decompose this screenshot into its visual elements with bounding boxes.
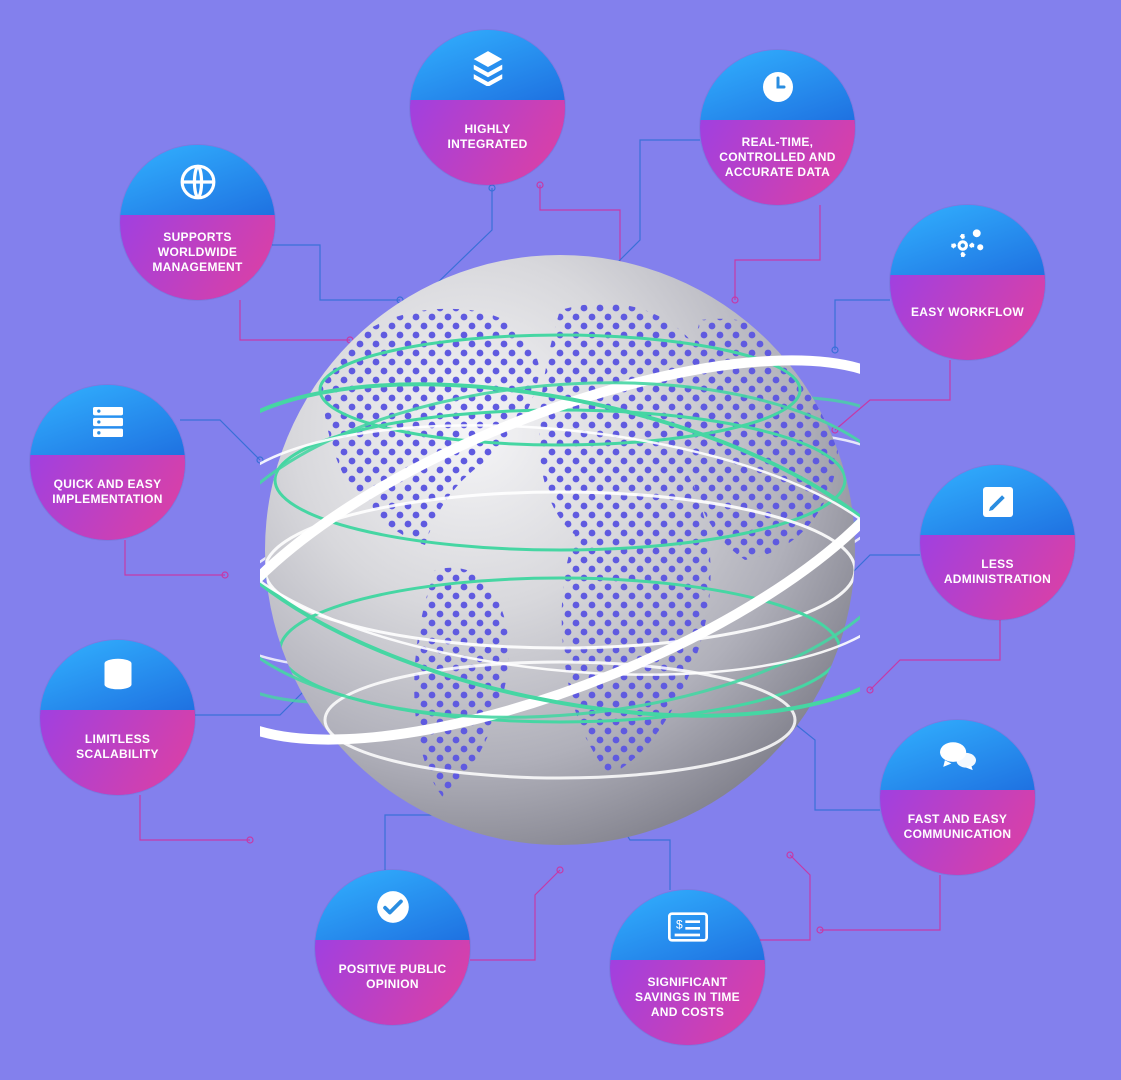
- feature-node-label: FAST AND EASY COMMUNICATION: [894, 812, 1021, 842]
- feature-node-quick-impl: QUICK AND EASY IMPLEMENTATION: [30, 385, 185, 540]
- feature-node-label: SIGNIFICANT SAVINGS IN TIME AND COSTS: [624, 975, 751, 1020]
- connector-line: [125, 540, 225, 575]
- feature-node-label-wrap: POSITIVE PUBLIC OPINION: [315, 940, 470, 1025]
- feature-node-label-wrap: HIGHLY INTEGRATED: [410, 100, 565, 185]
- connector-line: [180, 420, 260, 460]
- feature-node-label-wrap: REAL-TIME, CONTROLLED AND ACCURATE DATA: [700, 120, 855, 205]
- pencil-icon: [920, 465, 1075, 539]
- globe-icon: [120, 145, 275, 219]
- connector-endpoint: [222, 572, 228, 578]
- feature-node-realtime-data: REAL-TIME, CONTROLLED AND ACCURATE DATA: [700, 50, 855, 205]
- feature-node-label: EASY WORKFLOW: [911, 305, 1024, 320]
- connector-endpoint: [787, 852, 793, 858]
- connector-endpoint: [817, 927, 823, 933]
- connector-line: [820, 875, 940, 930]
- connector-line: [870, 620, 1000, 690]
- layers-icon: [410, 30, 565, 104]
- feature-node-easy-workflow: EASY WORKFLOW: [890, 205, 1045, 360]
- feature-node-public-opinion: POSITIVE PUBLIC OPINION: [315, 870, 470, 1025]
- gears-icon: [890, 205, 1045, 279]
- feature-node-label-wrap: LESS ADMINISTRATION: [920, 535, 1075, 620]
- infographic-stage: { "type": "infographic", "canvas": { "wi…: [0, 0, 1121, 1080]
- check-icon: [315, 870, 470, 944]
- servers-icon: [30, 385, 185, 459]
- central-globe: [260, 250, 860, 850]
- feature-node-label: QUICK AND EASY IMPLEMENTATION: [44, 477, 171, 507]
- connector-line: [470, 870, 560, 960]
- connector-line: [140, 795, 250, 840]
- feature-node-label-wrap: LIMITLESS SCALABILITY: [40, 710, 195, 795]
- feature-node-scalability: LIMITLESS SCALABILITY: [40, 640, 195, 795]
- invoice-icon: $: [610, 890, 765, 964]
- feature-node-label: LIMITLESS SCALABILITY: [54, 732, 181, 762]
- clock-icon: [700, 50, 855, 124]
- feature-node-fast-comm: FAST AND EASY COMMUNICATION: [880, 720, 1035, 875]
- connector-line: [760, 855, 810, 940]
- feature-node-less-admin: LESS ADMINISTRATION: [920, 465, 1075, 620]
- connector-endpoint: [489, 185, 495, 191]
- connector-endpoint: [867, 687, 873, 693]
- connector-endpoint: [247, 837, 253, 843]
- feature-node-label-wrap: SIGNIFICANT SAVINGS IN TIME AND COSTS: [610, 960, 765, 1045]
- chat-icon: [880, 720, 1035, 794]
- svg-text:$: $: [676, 918, 683, 932]
- feature-node-label: SUPPORTS WORLDWIDE MANAGEMENT: [134, 230, 261, 275]
- feature-node-label: POSITIVE PUBLIC OPINION: [329, 962, 456, 992]
- feature-node-label: HIGHLY INTEGRATED: [424, 122, 551, 152]
- database-icon: [40, 640, 195, 714]
- feature-node-worldwide: SUPPORTS WORLDWIDE MANAGEMENT: [120, 145, 275, 300]
- feature-node-highly-integrated: HIGHLY INTEGRATED: [410, 30, 565, 185]
- feature-node-label-wrap: QUICK AND EASY IMPLEMENTATION: [30, 455, 185, 540]
- feature-node-label: LESS ADMINISTRATION: [934, 557, 1061, 587]
- feature-node-savings: $ SIGNIFICANT SAVINGS IN TIME AND COSTS: [610, 890, 765, 1045]
- feature-node-label-wrap: SUPPORTS WORLDWIDE MANAGEMENT: [120, 215, 275, 300]
- feature-node-label-wrap: FAST AND EASY COMMUNICATION: [880, 790, 1035, 875]
- feature-node-label: REAL-TIME, CONTROLLED AND ACCURATE DATA: [714, 135, 841, 180]
- connector-endpoint: [557, 867, 563, 873]
- feature-node-label-wrap: EASY WORKFLOW: [890, 275, 1045, 360]
